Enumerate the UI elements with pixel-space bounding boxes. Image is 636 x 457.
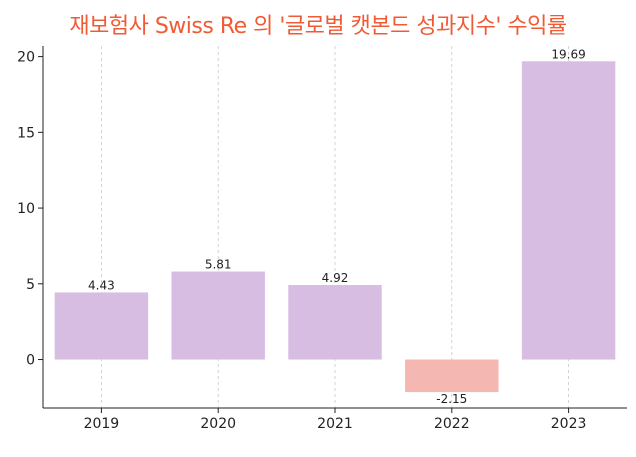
bars <box>54 61 616 393</box>
x-tick-label-2021: 2021 <box>317 416 353 432</box>
y-tick-label-20: 20 <box>17 50 35 66</box>
chart-title: 재보험사 Swiss Re 의 '글로벌 캣본드 성과지수' 수익률 <box>69 14 567 39</box>
data-label-2020: 5.81 <box>205 258 232 272</box>
x-axis-ticks: 2019 2020 2021 2022 2023 <box>84 408 587 432</box>
y-tick-label-5: 5 <box>26 277 35 293</box>
y-axis-ticks: 0 5 10 15 20 <box>17 50 43 369</box>
data-label-2021: 4.92 <box>322 271 349 285</box>
x-tick-label-2022: 2022 <box>434 416 470 432</box>
y-tick-label-15: 15 <box>17 125 35 141</box>
x-tick-label-2023: 2023 <box>551 416 587 432</box>
bar-2022 <box>405 359 499 393</box>
data-label-2023: 19.69 <box>551 47 585 61</box>
bar-2021 <box>288 285 382 360</box>
data-label-2019: 4.43 <box>88 278 115 292</box>
data-label-2022: -2.15 <box>436 392 467 406</box>
bar-2020 <box>171 271 265 360</box>
data-labels: 4.43 5.81 4.92 -2.15 19.69 <box>88 47 586 406</box>
x-tick-label-2019: 2019 <box>84 416 120 432</box>
y-tick-label-0: 0 <box>26 353 35 369</box>
bar-2019 <box>54 292 149 360</box>
bar-2023 <box>521 61 616 360</box>
y-tick-label-10: 10 <box>17 201 35 217</box>
x-tick-label-2020: 2020 <box>200 416 236 432</box>
